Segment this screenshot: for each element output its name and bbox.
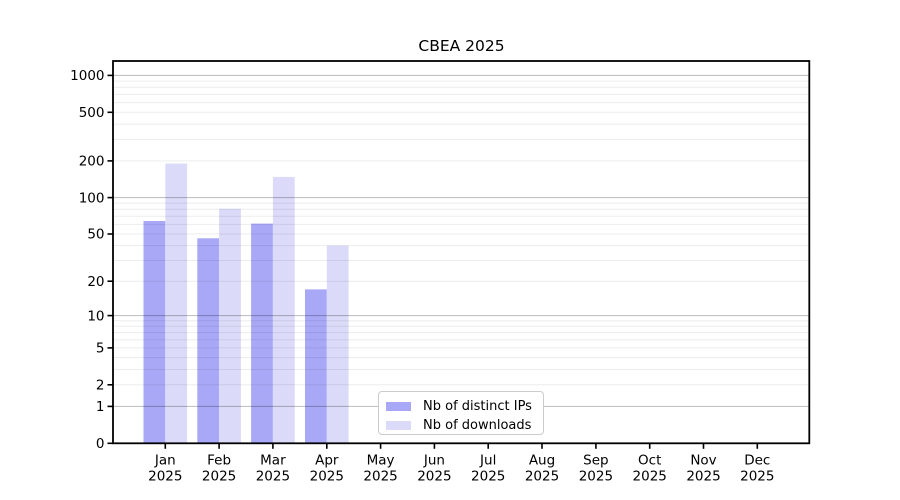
x-tick-label-dec: Dec — [744, 453, 770, 469]
y-tick-label-20: 20 — [87, 274, 104, 290]
x-tick-year-jun: 2025 — [417, 469, 451, 485]
x-tick-year-sep: 2025 — [579, 469, 613, 485]
x-tick-label-may: May — [367, 453, 395, 469]
y-tick-label-1: 1 — [96, 399, 105, 415]
bar-apr-nb-of-distinct-ips — [305, 289, 327, 444]
x-tick-year-aug: 2025 — [525, 469, 559, 485]
bar-feb-nb-of-distinct-ips — [197, 238, 220, 444]
x-tick-label-sep: Sep — [583, 453, 608, 469]
legend-label-distinct-ips: Nb of distinct IPs — [423, 398, 532, 414]
x-tick-label-aug: Aug — [529, 453, 555, 469]
x-tick-label-feb: Feb — [207, 453, 231, 469]
x-tick-label-apr: Apr — [315, 453, 339, 469]
x-tick-year-apr: 2025 — [310, 469, 344, 485]
legend: Nb of distinct IPs Nb of downloads — [378, 391, 544, 435]
x-tick-year-jan: 2025 — [148, 469, 182, 485]
plot-border — [112, 60, 811, 445]
x-tick-year-mar: 2025 — [256, 469, 290, 485]
y-tick-label-100: 100 — [79, 190, 105, 206]
x-tick-year-feb: 2025 — [202, 469, 236, 485]
x-tick-label-oct: Oct — [638, 453, 661, 469]
x-tick-year-oct: 2025 — [633, 469, 667, 485]
legend-row-distinct-ips: Nb of distinct IPs — [386, 397, 543, 415]
x-tick-year-jul: 2025 — [471, 469, 505, 485]
y-tick-label-10: 10 — [87, 308, 104, 324]
y-tick-label-2: 2 — [96, 378, 105, 394]
y-tick-label-500: 500 — [79, 105, 105, 121]
y-tick-label-50: 50 — [87, 227, 104, 243]
x-tick-label-jan: Jan — [154, 453, 176, 469]
y-tick-label-0: 0 — [96, 436, 105, 452]
bar-jan-nb-of-distinct-ips — [143, 221, 166, 444]
legend-swatch-distinct-ips — [386, 401, 411, 411]
bar-mar-nb-of-downloads — [272, 176, 295, 444]
x-tick-label-jul: Jul — [479, 453, 496, 469]
x-tick-year-nov: 2025 — [686, 469, 720, 485]
legend-label-downloads: Nb of downloads — [423, 417, 532, 433]
legend-swatch-downloads — [386, 420, 411, 430]
x-tick-label-nov: Nov — [690, 453, 716, 469]
bar-mar-nb-of-distinct-ips — [251, 223, 273, 444]
y-tick-label-200: 200 — [79, 154, 105, 170]
x-tick-label-mar: Mar — [260, 453, 286, 469]
x-tick-label-jun: Jun — [423, 453, 445, 469]
bar-apr-nb-of-downloads — [326, 245, 349, 444]
chart-title: CBEA 2025 — [418, 37, 505, 55]
y-tick-label-5: 5 — [96, 341, 105, 357]
bar-feb-nb-of-downloads — [219, 208, 241, 444]
y-tick-label-1000: 1000 — [70, 68, 104, 84]
x-tick-year-dec: 2025 — [740, 469, 774, 485]
legend-row-downloads: Nb of downloads — [386, 416, 543, 434]
x-tick-year-may: 2025 — [363, 469, 397, 485]
bar-jan-nb-of-downloads — [165, 163, 188, 444]
